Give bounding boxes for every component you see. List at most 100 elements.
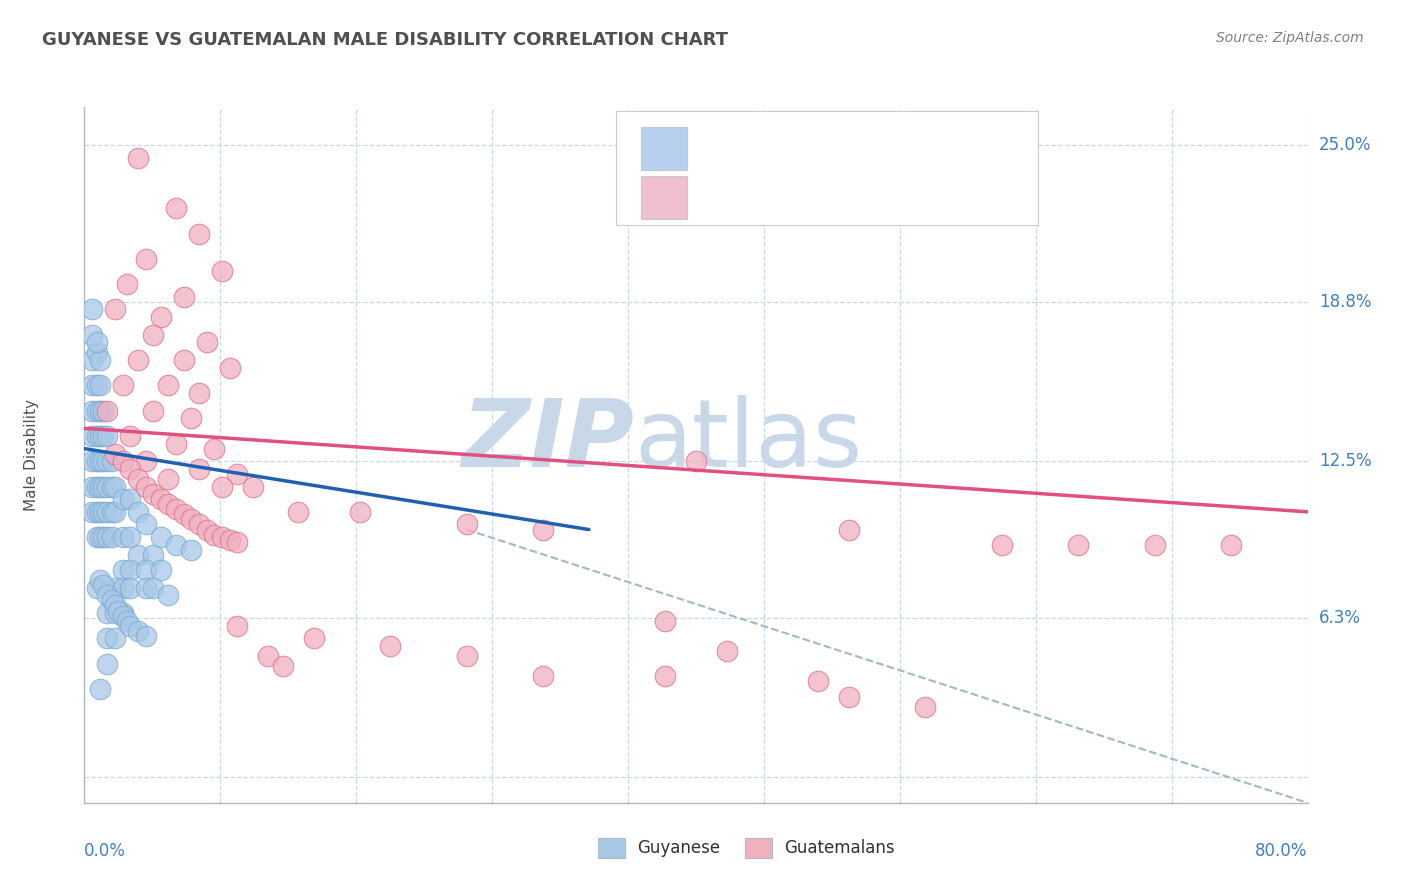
- Text: 6.3%: 6.3%: [1319, 609, 1361, 627]
- Point: [180, 411, 202, 425]
- Point: [91, 530, 114, 544]
- Point: [104, 302, 127, 317]
- Point: [104, 581, 127, 595]
- Point: [1067, 538, 1090, 552]
- Point: [120, 581, 142, 595]
- Point: [107, 603, 129, 617]
- Point: [173, 508, 195, 522]
- Text: Male Disability: Male Disability: [24, 399, 39, 511]
- Point: [111, 492, 134, 507]
- Point: [157, 472, 180, 486]
- Point: [287, 505, 309, 519]
- Point: [96, 505, 118, 519]
- Point: [135, 517, 157, 532]
- Point: [101, 505, 124, 519]
- Point: [91, 429, 114, 443]
- Point: [165, 502, 187, 516]
- Point: [1220, 538, 1243, 552]
- Text: R =: R =: [706, 188, 745, 206]
- FancyBboxPatch shape: [641, 127, 688, 169]
- Point: [654, 614, 676, 628]
- Point: [226, 535, 249, 549]
- Point: [111, 530, 134, 544]
- Point: [531, 669, 554, 683]
- Point: [86, 530, 108, 544]
- Point: [89, 573, 111, 587]
- Point: [188, 227, 211, 241]
- Point: [89, 353, 111, 368]
- Point: [226, 618, 249, 632]
- Point: [80, 302, 103, 317]
- Point: [195, 523, 218, 537]
- Point: [80, 429, 103, 443]
- Point: [104, 632, 127, 646]
- Point: [165, 436, 187, 450]
- Point: [135, 563, 157, 577]
- Point: [135, 252, 157, 266]
- Point: [127, 624, 149, 638]
- Point: [157, 497, 180, 511]
- Point: [96, 403, 118, 417]
- Text: R =: R =: [706, 139, 745, 157]
- Point: [104, 505, 127, 519]
- Text: 73: 73: [887, 188, 912, 206]
- Point: [135, 629, 157, 643]
- Point: [89, 479, 111, 493]
- Text: GUYANESE VS GUATEMALAN MALE DISABILITY CORRELATION CHART: GUYANESE VS GUATEMALAN MALE DISABILITY C…: [42, 31, 728, 49]
- Point: [456, 517, 478, 532]
- Point: [127, 472, 149, 486]
- Point: [89, 530, 111, 544]
- Point: [135, 479, 157, 493]
- FancyBboxPatch shape: [745, 838, 772, 858]
- Point: [157, 588, 180, 602]
- Point: [257, 648, 280, 663]
- Point: [111, 606, 134, 620]
- Point: [218, 533, 240, 547]
- Point: [165, 201, 187, 215]
- Point: [226, 467, 249, 481]
- Point: [86, 378, 108, 392]
- Point: [127, 353, 149, 368]
- Point: [96, 588, 118, 602]
- Point: [202, 442, 225, 456]
- Point: [115, 614, 138, 628]
- Point: [89, 429, 111, 443]
- Point: [86, 505, 108, 519]
- Point: [149, 563, 172, 577]
- Point: [654, 669, 676, 683]
- Point: [111, 454, 134, 468]
- Text: 18.8%: 18.8%: [1319, 293, 1371, 310]
- Point: [80, 454, 103, 468]
- Point: [180, 512, 202, 526]
- Point: [380, 639, 402, 653]
- Point: [211, 530, 233, 544]
- Point: [142, 487, 165, 501]
- Point: [685, 454, 707, 468]
- Text: Guatemalans: Guatemalans: [785, 839, 894, 857]
- Point: [89, 505, 111, 519]
- Point: [80, 505, 103, 519]
- Text: Guyanese: Guyanese: [637, 839, 720, 857]
- Point: [127, 151, 149, 165]
- Point: [188, 386, 211, 401]
- Point: [142, 548, 165, 562]
- Point: [173, 353, 195, 368]
- FancyBboxPatch shape: [641, 176, 688, 219]
- Point: [89, 681, 111, 696]
- Point: [531, 523, 554, 537]
- Text: -0.133: -0.133: [742, 188, 807, 206]
- Point: [96, 632, 118, 646]
- Text: atlas: atlas: [636, 395, 863, 487]
- Point: [86, 454, 108, 468]
- Point: [104, 447, 127, 461]
- Point: [188, 517, 211, 532]
- Point: [202, 527, 225, 541]
- Point: [80, 479, 103, 493]
- Point: [91, 479, 114, 493]
- Point: [149, 310, 172, 324]
- Point: [165, 538, 187, 552]
- Point: [115, 277, 138, 292]
- Point: [86, 479, 108, 493]
- Point: [157, 378, 180, 392]
- Point: [120, 563, 142, 577]
